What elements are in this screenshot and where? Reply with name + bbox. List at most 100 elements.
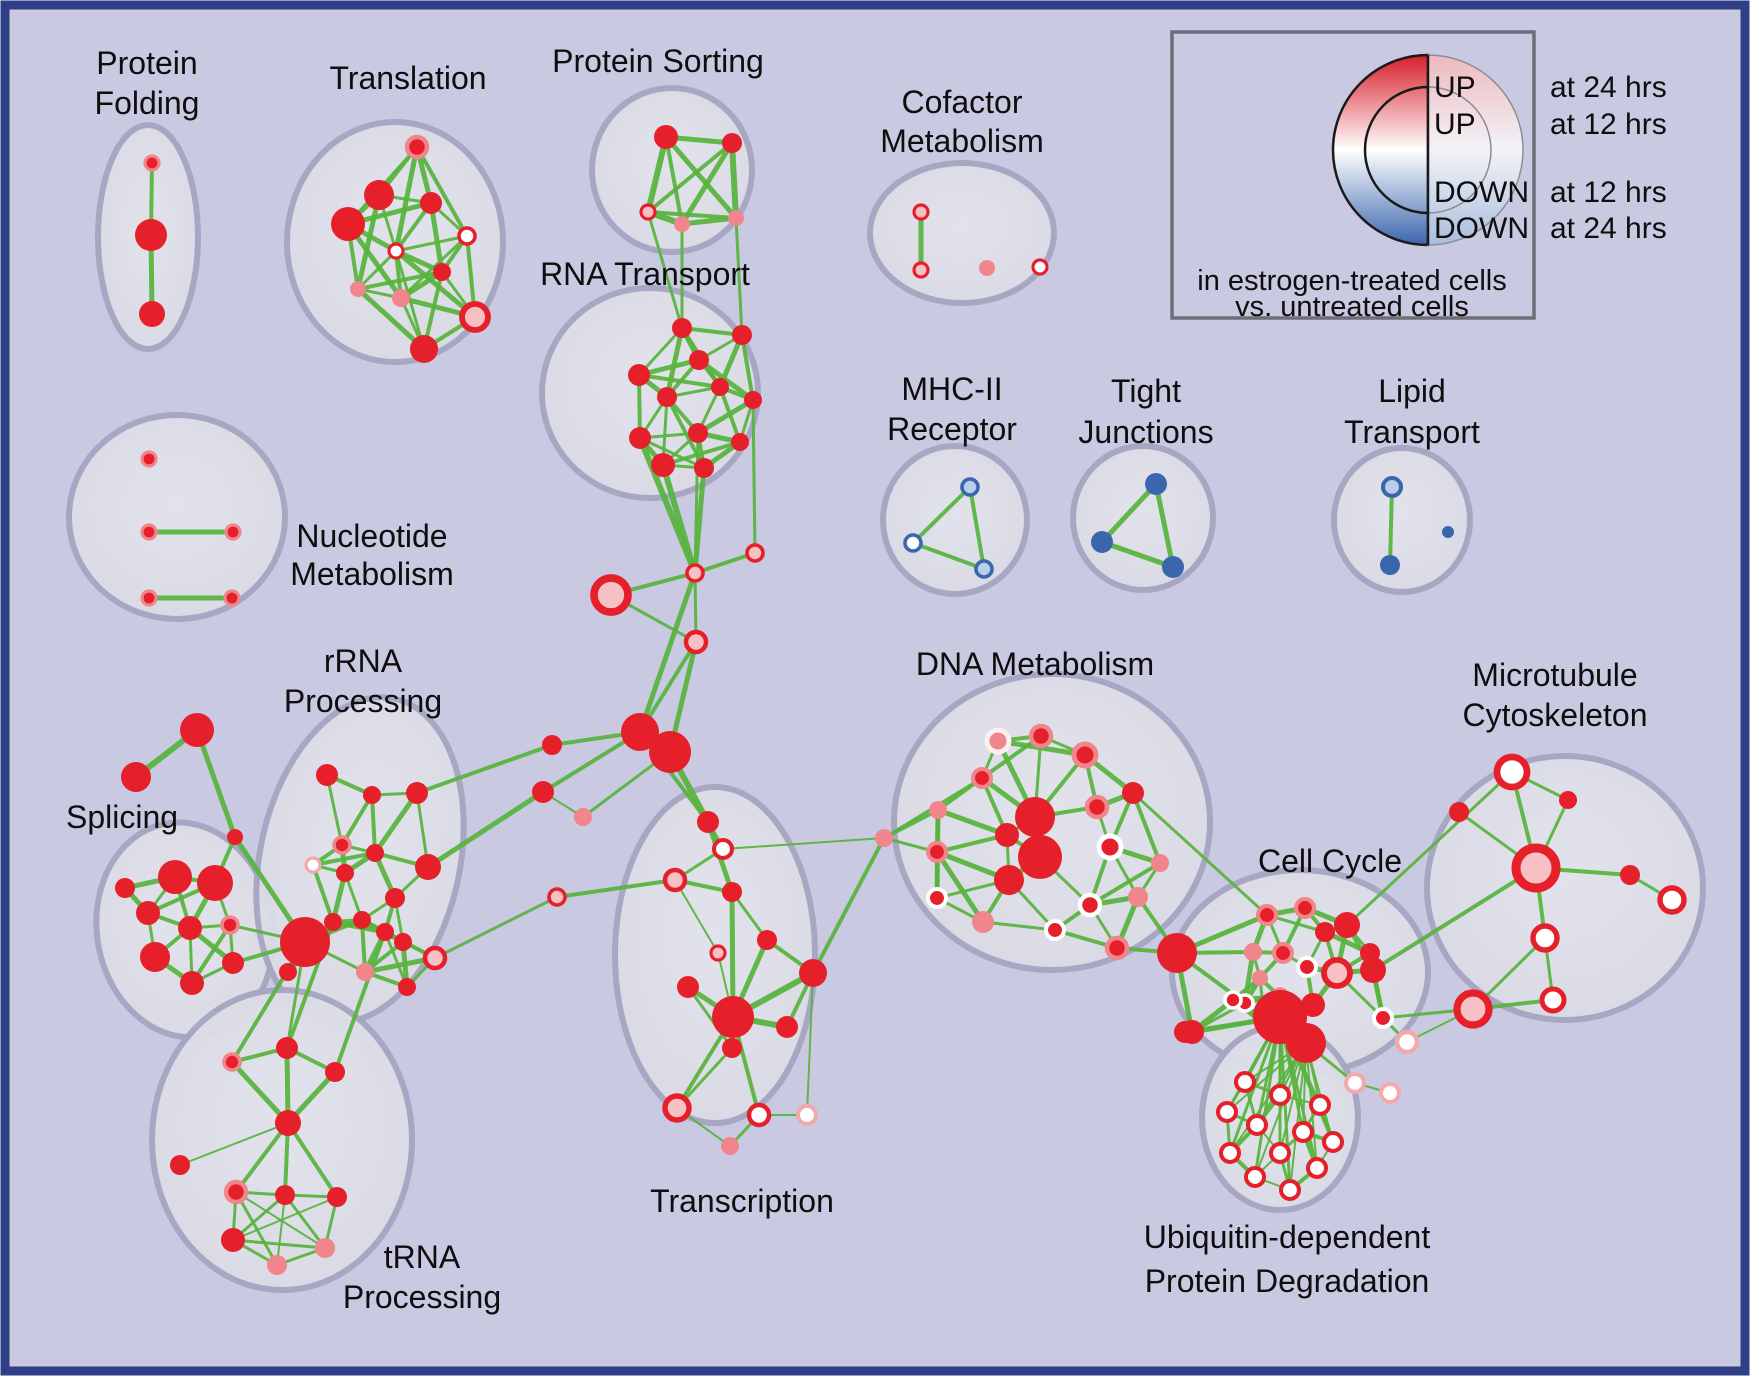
network-node-nucleotide-metabolism[interactable] [140,450,158,468]
network-node-rna-transport[interactable] [672,318,692,338]
network-node-ubiquitin-degradation[interactable] [1278,1178,1302,1202]
network-node-connectors[interactable] [683,629,709,655]
network-node-rrna-processing[interactable] [304,856,322,874]
network-node-transcription[interactable] [662,1093,692,1123]
network-node-dna-metabolism[interactable] [929,801,947,819]
network-node-lipid-transport[interactable] [1380,475,1404,499]
network-node-transcription[interactable] [712,996,754,1038]
network-node-rrna-processing[interactable] [385,888,405,908]
network-node-transcription[interactable] [697,811,719,833]
network-node-splicing[interactable] [158,860,192,894]
network-node-cell-cycle[interactable] [1315,922,1335,942]
network-node-microtubule-cytoskeleton[interactable] [1493,753,1531,791]
network-node-trna-processing[interactable] [325,1062,345,1082]
network-node-ubiquitin-degradation[interactable] [1308,1093,1332,1117]
network-node-microtubule-cytoskeleton[interactable] [1620,865,1640,885]
network-node-dna-metabolism[interactable] [1043,918,1067,942]
network-node-nucleotide-metabolism[interactable] [224,523,242,541]
network-node-microtubule-cytoskeleton[interactable] [1657,885,1687,915]
network-node-ubiquitin-degradation[interactable] [1305,1156,1329,1180]
network-node-trna-processing[interactable] [223,1179,249,1205]
network-node-cell-cycle[interactable] [1293,896,1317,920]
network-node-rna-transport[interactable] [731,433,749,451]
network-node-mhc-ii-receptor[interactable] [974,559,994,579]
network-node-rrna-processing[interactable] [406,782,428,804]
network-node-splicing[interactable] [220,915,240,935]
network-node-cell-cycle[interactable] [1244,943,1262,961]
network-node-dna-metabolism[interactable] [984,727,1012,755]
network-node-dna-metabolism[interactable] [970,766,994,790]
network-node-rrna-processing[interactable] [363,786,381,804]
network-node-cell-cycle[interactable] [1321,957,1353,989]
network-node-rrna-processing[interactable] [356,963,374,981]
network-node-cell-cycle[interactable] [1295,955,1319,979]
network-node-protein-sorting[interactable] [639,203,657,221]
network-node-transcription[interactable] [722,1038,742,1058]
network-node-splicing-triangle[interactable] [227,829,243,845]
network-node-rna-transport[interactable] [689,350,709,370]
network-node-translation[interactable] [410,335,438,363]
network-node-protein-sorting[interactable] [674,216,690,232]
network-node-splicing[interactable] [180,971,204,995]
network-node-rna-transport[interactable] [732,325,752,345]
network-node-translation[interactable] [350,281,366,297]
network-node-trna-processing[interactable] [222,1052,242,1072]
network-node-trna-processing[interactable] [221,1228,245,1252]
network-node-trna-processing[interactable] [275,1185,295,1205]
network-node-splicing[interactable] [222,952,244,974]
network-node-protein-folding[interactable] [135,219,167,251]
network-node-transcription[interactable] [721,1137,739,1155]
network-node-ubiquitin-degradation[interactable] [1218,1141,1242,1165]
network-node-trna-processing[interactable] [170,1155,190,1175]
network-node-dna-metabolism[interactable] [925,886,949,910]
network-node-splicing[interactable] [140,942,170,972]
network-node-rrna-processing[interactable] [353,911,371,929]
network-node-rrna-processing[interactable] [394,933,412,951]
network-node-ubiquitin-degradation[interactable] [1174,1021,1196,1043]
network-node-rna-transport[interactable] [628,364,650,386]
network-node-ubiquitin-degradation[interactable] [1268,1141,1292,1165]
network-node-dna-metabolism[interactable] [1028,723,1054,749]
network-node-lipid-transport[interactable] [1380,555,1400,575]
network-node-transcription[interactable] [722,882,742,902]
network-node-central-hub[interactable] [621,713,659,751]
network-node-microtubule-cytoskeleton[interactable] [1343,1071,1367,1095]
network-node-translation[interactable] [331,207,365,241]
network-node-transcription[interactable] [746,1102,772,1128]
network-node-dna-metabolism[interactable] [972,911,994,933]
network-node-splicing[interactable] [197,865,233,901]
network-node-nucleotide-metabolism[interactable] [140,589,158,607]
network-node-central-mid[interactable] [532,781,554,803]
network-node-translation[interactable] [459,301,491,333]
network-node-microtubule-cytoskeleton[interactable] [1511,843,1561,893]
network-node-protein-sorting[interactable] [654,125,678,149]
network-node-dna-metabolism[interactable] [925,840,949,864]
network-node-cell-cycle[interactable] [1301,993,1325,1017]
network-node-ubiquitin-degradation[interactable] [1233,1070,1257,1094]
network-node-rrna-processing[interactable] [366,844,384,862]
network-node-tight-junctions[interactable] [1162,556,1184,578]
network-node-cell-cycle[interactable] [1334,912,1360,938]
network-node-cell-cycle[interactable] [1255,903,1279,927]
network-node-ubiquitin-degradation[interactable] [1215,1100,1239,1124]
network-node-transcription[interactable] [799,959,827,987]
network-node-nucleotide-metabolism[interactable] [223,589,241,607]
network-node-translation[interactable] [392,289,410,307]
network-node-central-mid[interactable] [574,808,592,826]
network-node-transcription[interactable] [757,930,777,950]
network-node-rna-transport[interactable] [688,423,708,443]
network-node-central-mid[interactable] [542,735,562,755]
network-node-microtubule-cytoskeleton[interactable] [1449,802,1469,822]
network-node-cell-cycle[interactable] [1360,957,1386,983]
network-node-dna-metabolism[interactable] [1096,833,1124,861]
network-node-splicing-triangle[interactable] [180,713,214,747]
network-node-microtubule-cytoskeleton[interactable] [1559,791,1577,809]
network-node-dna-metabolism[interactable] [995,823,1019,847]
network-node-rna-transport[interactable] [744,391,762,409]
network-node-connectors[interactable] [685,563,705,583]
network-node-microtubule-cytoskeleton[interactable] [1530,923,1560,953]
network-node-microtubule-cytoskeleton[interactable] [1539,986,1567,1014]
network-node-dna-metabolism[interactable] [1122,782,1144,804]
network-node-rna-transport[interactable] [629,427,651,449]
network-node-cofactor-metabolism[interactable] [912,261,930,279]
